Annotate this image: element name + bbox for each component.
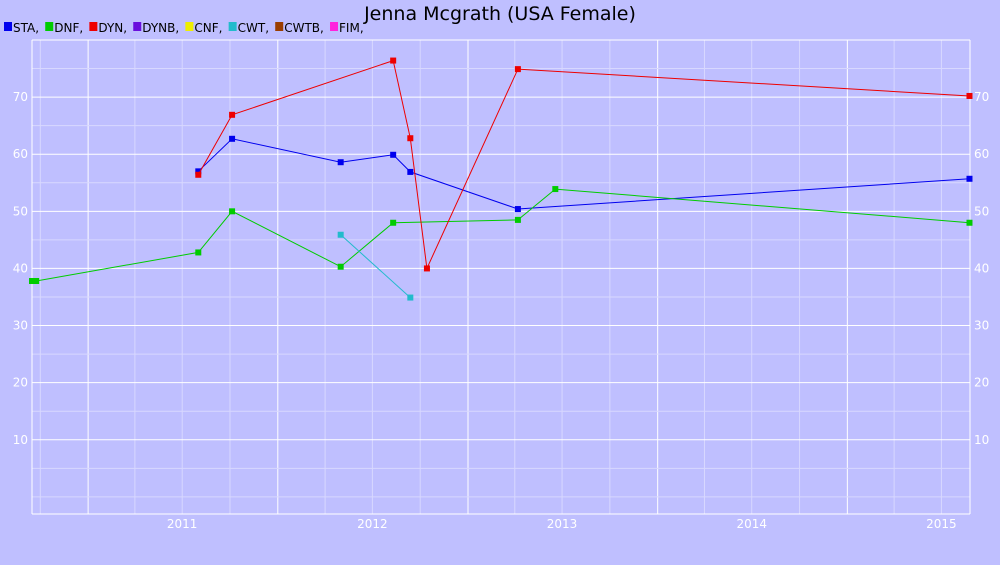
legend-label-dyn: DYN — [98, 21, 123, 35]
legend-swatch-cwt — [228, 22, 237, 31]
data-point-sta — [407, 168, 414, 175]
x-tick-label: 2012 — [357, 517, 388, 531]
series-line-cwt — [340, 234, 411, 298]
y-tick-label-right: 60 — [974, 147, 989, 161]
chart-title: Jenna Mcgrath (USA Female) — [363, 3, 636, 25]
legend-label-dnf: DNF — [54, 21, 79, 35]
data-point-sta — [390, 151, 397, 158]
legend-separator: , — [123, 21, 127, 35]
data-point-sta — [337, 159, 344, 166]
data-point-sta — [966, 175, 973, 182]
data-point-dnf — [33, 277, 40, 284]
legend-label-sta: STA — [13, 21, 36, 35]
x-tick-label: 2015 — [926, 517, 957, 531]
legend-label-dynb: DYNB — [142, 21, 175, 35]
data-point-sta — [195, 168, 202, 175]
legend-swatch-cnf — [185, 22, 194, 31]
legend: STA, DNF, DYN, DYNB, CNF, CWT, CWTB, FIM, — [4, 21, 364, 35]
series-layer — [29, 57, 973, 301]
y-tick-label-left: 20 — [13, 376, 28, 390]
legend-swatch-dynb — [133, 22, 142, 31]
data-point-dnf — [390, 219, 397, 226]
y-tick-label-right: 70 — [974, 90, 989, 104]
legend-swatch-fim — [330, 22, 339, 31]
x-tick-label: 2013 — [547, 517, 578, 531]
legend-label-cwt: CWT — [238, 21, 266, 35]
y-tick-label-right: 20 — [974, 376, 989, 390]
data-point-dnf — [552, 186, 559, 193]
data-point-dyn — [195, 171, 202, 178]
data-point-cwt — [337, 231, 344, 238]
data-point-dyn — [407, 135, 414, 142]
data-point-dyn — [229, 111, 236, 118]
legend-label-cwtb: CWTB — [284, 21, 320, 35]
legend-separator: , — [320, 21, 324, 35]
legend-swatch-cwtb — [275, 22, 284, 31]
legend-label-fim: FIM — [339, 21, 360, 35]
legend-separator: , — [35, 21, 39, 35]
series-sta — [195, 135, 973, 213]
y-axis-ticks: 10 10 20 20 30 30 40 40 50 50 60 60 70 70 — [13, 90, 990, 447]
series-dnf — [29, 186, 973, 284]
data-point-dyn — [966, 92, 973, 99]
series-cwt — [337, 231, 414, 301]
x-axis-ticks: 2011 2012 2013 2014 2015 — [167, 517, 957, 531]
data-point-dnf — [966, 219, 973, 226]
legend-separator: , — [265, 21, 269, 35]
y-tick-label-left: 60 — [13, 147, 28, 161]
y-tick-label-right: 30 — [974, 319, 989, 333]
legend-swatch-dnf — [45, 22, 54, 31]
legend-swatch-dyn — [89, 22, 98, 31]
legend-separator: , — [79, 21, 83, 35]
data-point-dnf — [337, 263, 344, 270]
legend-swatch-sta — [4, 22, 12, 31]
x-tick-label: 2014 — [736, 517, 767, 531]
legend-separator: , — [219, 21, 223, 35]
data-point-sta — [229, 135, 236, 142]
data-point-dnf — [195, 249, 202, 256]
y-tick-label-left: 70 — [13, 90, 28, 104]
y-tick-label-right: 10 — [974, 433, 989, 447]
legend-label-cnf: CNF — [194, 21, 218, 35]
data-point-dnf — [29, 277, 35, 284]
y-tick-label-left: 30 — [13, 319, 28, 333]
x-tick-label: 2011 — [167, 517, 198, 531]
series-dyn — [195, 57, 973, 272]
y-tick-label-left: 10 — [13, 433, 28, 447]
data-point-dnf — [229, 208, 236, 215]
data-point-dyn — [423, 265, 430, 272]
y-tick-label-left: 50 — [13, 204, 28, 218]
data-point-sta — [514, 206, 521, 213]
y-tick-label-right: 50 — [974, 204, 989, 218]
y-tick-label-right: 40 — [974, 261, 989, 275]
legend-separator: , — [360, 21, 364, 35]
data-point-cwt — [407, 294, 414, 301]
data-point-dyn — [390, 57, 397, 64]
data-point-dyn — [514, 66, 521, 73]
legend-separator: , — [175, 21, 179, 35]
plot-frame — [31, 40, 971, 515]
y-tick-label-left: 40 — [13, 261, 28, 275]
data-point-dnf — [514, 216, 521, 223]
